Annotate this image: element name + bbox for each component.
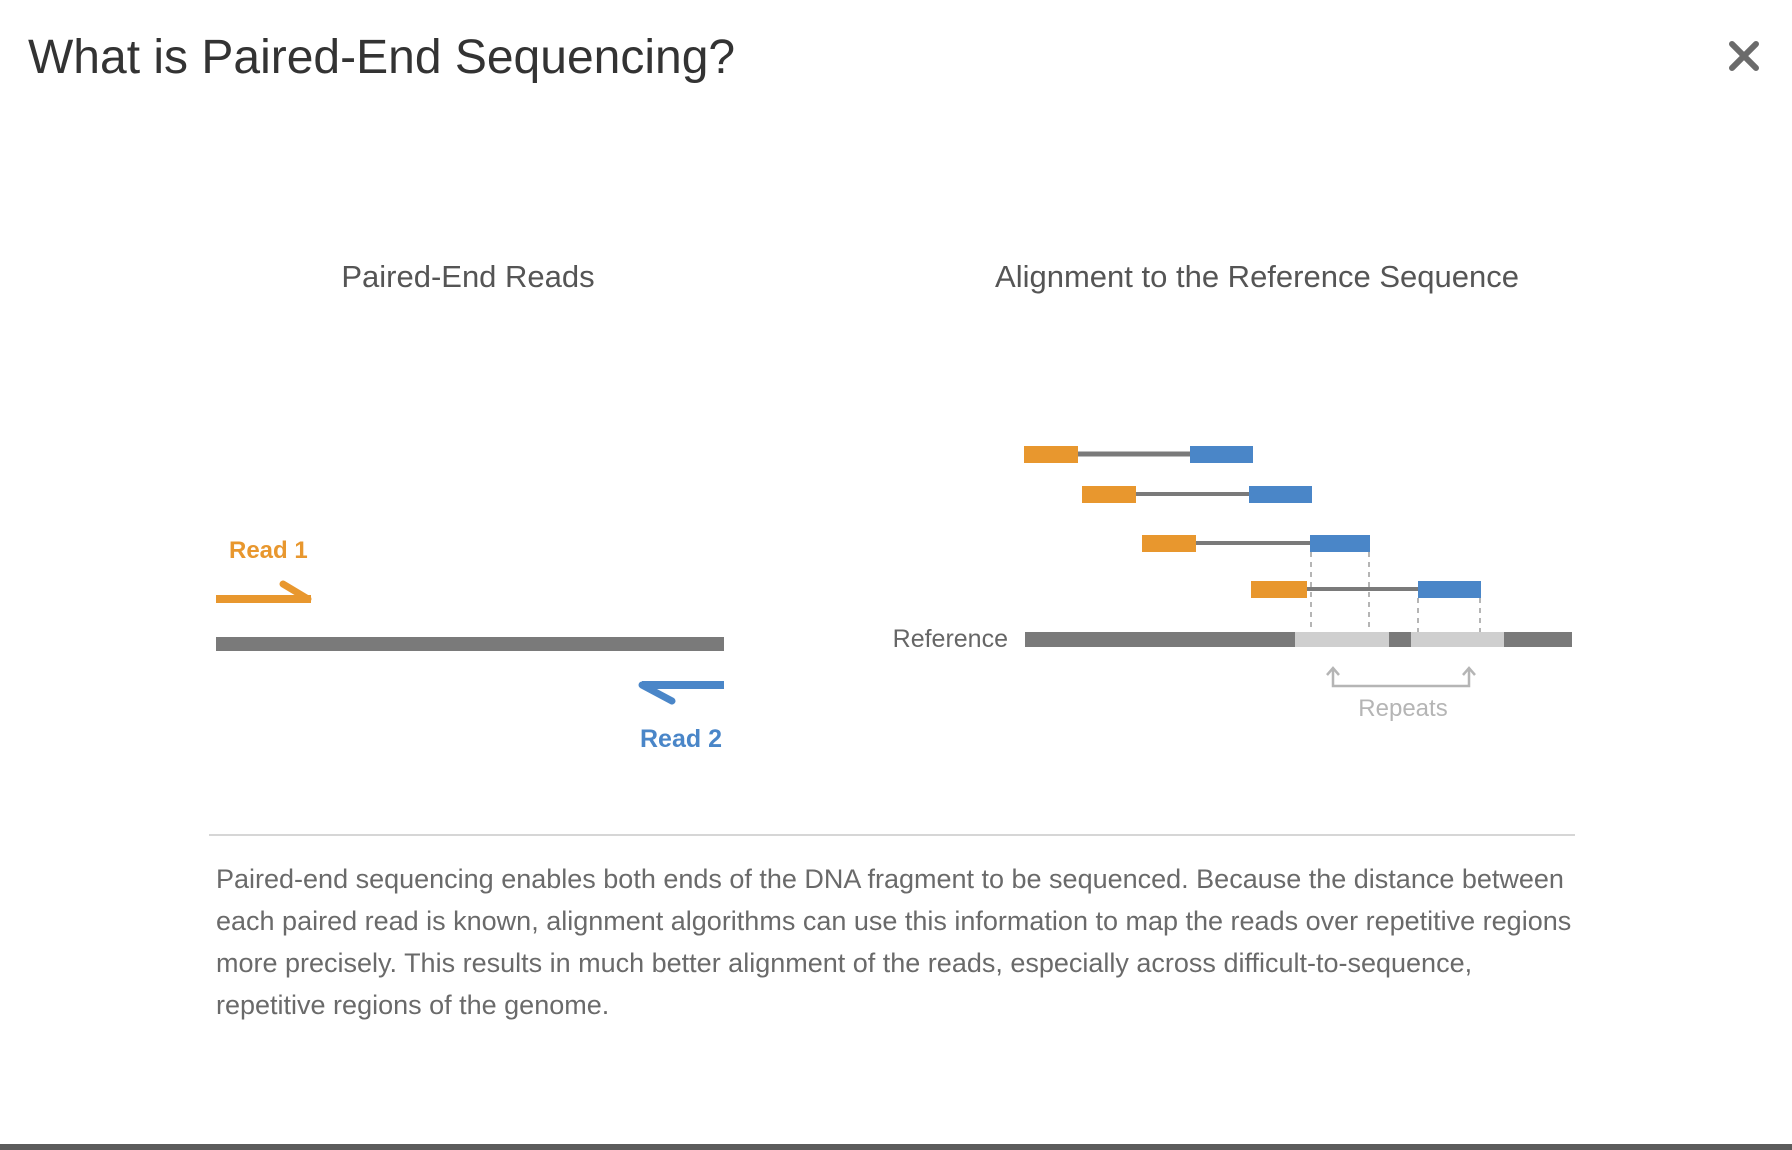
repeats-bracket [1326, 666, 1476, 688]
reference-label: Reference [893, 625, 1008, 653]
read-pair-1 [1024, 446, 1253, 463]
read1-arrow [216, 580, 312, 603]
right-panel-title: Alignment to the Reference Sequence [995, 259, 1519, 294]
read1-label: Read 1 [229, 537, 308, 564]
read2-arrow [638, 681, 724, 705]
read-pair-3 [1142, 535, 1370, 552]
close-button[interactable] [1722, 34, 1766, 78]
read2-label: Read 2 [640, 725, 722, 753]
window-bottom-edge [0, 1144, 1792, 1150]
section-divider [209, 834, 1575, 836]
close-icon [1729, 41, 1759, 71]
dna-fragment-bar [216, 637, 724, 651]
left-panel-title: Paired-End Reads [341, 259, 594, 294]
alignment-guides [1310, 552, 1481, 632]
repeats-label: Repeats [1358, 695, 1447, 722]
read-pair-2 [1082, 486, 1312, 503]
description-text: Paired-end sequencing enables both ends … [216, 864, 1572, 1020]
read-pair-4 [1251, 581, 1481, 598]
modal-title: What is Paired-End Sequencing? [28, 31, 736, 84]
reference-bar [1025, 632, 1572, 647]
